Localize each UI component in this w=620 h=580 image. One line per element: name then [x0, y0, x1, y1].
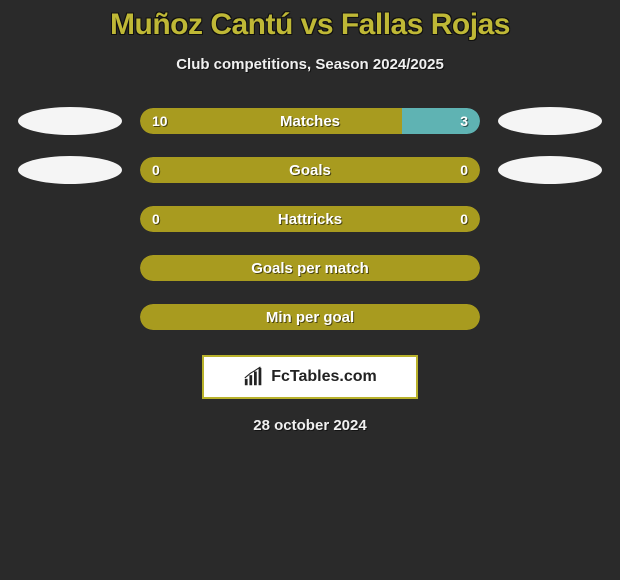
ellipse-gap	[18, 254, 122, 282]
stat-row: Goals per match	[0, 254, 620, 282]
stat-bar: Goals per match	[140, 255, 480, 281]
date-label: 28 october 2024	[0, 417, 620, 434]
stat-row: Min per goal	[0, 303, 620, 331]
stat-value-right: 0	[460, 162, 468, 178]
infographic-container: Muñoz Cantú vs Fallas Rojas Club competi…	[0, 0, 620, 434]
ellipse-gap	[18, 303, 122, 331]
stat-label: Goals per match	[140, 260, 480, 277]
stat-row: 0Hattricks0	[0, 205, 620, 233]
chart-icon	[243, 366, 265, 388]
stat-row: 0Goals0	[0, 156, 620, 184]
ellipse-gap	[18, 205, 122, 233]
ellipse-gap	[498, 254, 602, 282]
stat-value-right: 3	[460, 113, 468, 129]
subtitle: Club competitions, Season 2024/2025	[0, 56, 620, 73]
brand-text: FcTables.com	[271, 368, 377, 386]
ellipse-gap	[498, 303, 602, 331]
stat-rows: 10Matches30Goals00Hattricks0Goals per ma…	[0, 107, 620, 331]
stat-bar: 0Goals0	[140, 157, 480, 183]
brand-box: FcTables.com	[202, 355, 418, 399]
player-left-ellipse	[18, 107, 122, 135]
stat-label: Goals	[140, 162, 480, 179]
stat-row: 10Matches3	[0, 107, 620, 135]
stat-bar: 0Hattricks0	[140, 206, 480, 232]
player-left-ellipse	[18, 156, 122, 184]
stat-bar: Min per goal	[140, 304, 480, 330]
comparison-title: Muñoz Cantú vs Fallas Rojas	[0, 8, 620, 42]
stat-value-right: 0	[460, 211, 468, 227]
player-right-ellipse	[498, 156, 602, 184]
ellipse-gap	[498, 205, 602, 233]
stat-label: Min per goal	[140, 309, 480, 326]
stat-label: Matches	[140, 113, 480, 130]
stat-label: Hattricks	[140, 211, 480, 228]
player-right-ellipse	[498, 107, 602, 135]
stat-bar: 10Matches3	[140, 108, 480, 134]
